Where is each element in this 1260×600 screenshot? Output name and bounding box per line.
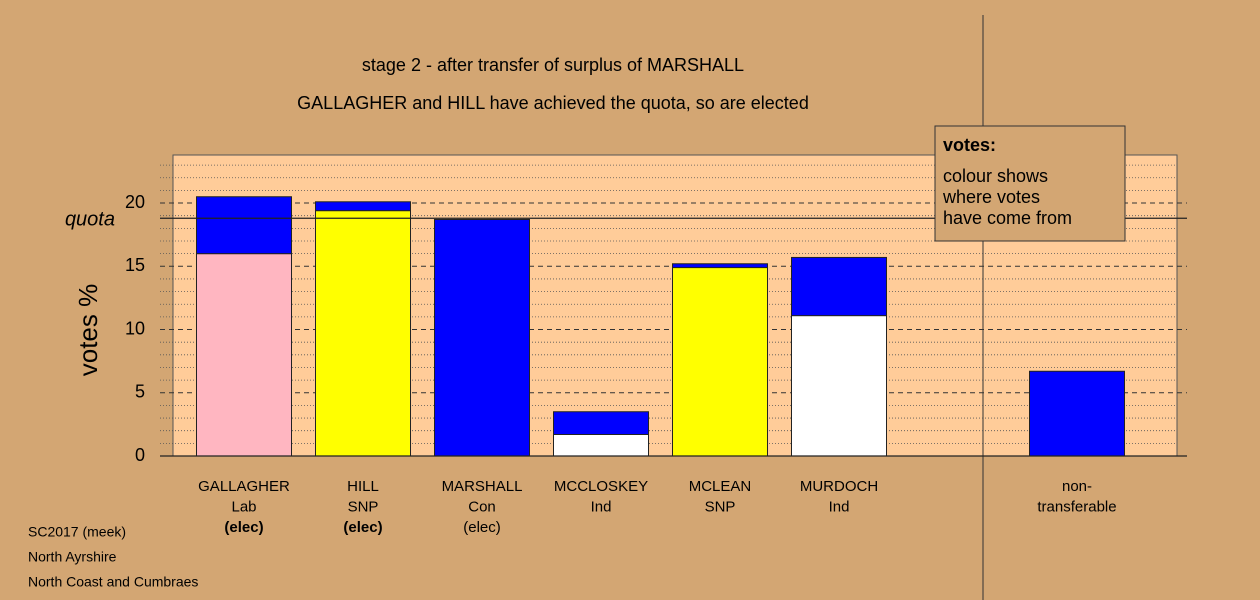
bar-segment [791, 256, 887, 317]
x-tick-label: transferable [1037, 498, 1116, 515]
y-tick-label: 15 [125, 255, 145, 275]
bar-segment [553, 411, 649, 435]
x-tick-label: MCCLOSKEY [554, 478, 648, 495]
x-tick-label: Ind [591, 498, 612, 515]
x-tick-label: SNP [705, 498, 736, 515]
bar-segment [315, 201, 411, 212]
x-tick-label: GALLAGHER [198, 478, 290, 495]
x-tick-label: (elec) [224, 519, 263, 536]
bar-segment [315, 210, 411, 457]
legend-box [934, 125, 1126, 242]
y-tick-label: 5 [135, 382, 145, 402]
bar-segment [791, 315, 887, 457]
y-tick-label: 10 [125, 318, 145, 338]
x-tick-label: (elec) [343, 519, 382, 536]
y-tick-label: 0 [135, 445, 145, 465]
x-tick-label: MURDOCH [800, 478, 878, 495]
legend-text: colour shows [943, 166, 1048, 186]
bar-segment [434, 219, 530, 457]
bar-segment [1029, 370, 1125, 457]
x-tick-label: MARSHALL [442, 478, 523, 495]
legend: votes: colour shows where votes have com… [934, 125, 1126, 242]
y-tick-label: 20 [125, 192, 145, 212]
bar-segment [196, 196, 292, 255]
footer-text: North Ayrshire [28, 549, 117, 565]
bar-segment [672, 267, 768, 457]
x-tick-label: Con [468, 498, 496, 515]
x-tick-label: non- [1062, 478, 1092, 495]
y-axis-label: votes % [73, 284, 103, 377]
legend-text: have come from [943, 208, 1072, 228]
x-tick-label: (elec) [463, 519, 501, 536]
footer-text: SC2017 (meek) [28, 524, 126, 540]
bar-segment [553, 434, 649, 457]
chart-subtitle: GALLAGHER and HILL have achieved the quo… [297, 93, 809, 113]
legend-title: votes: [943, 135, 996, 155]
bar-segment [672, 263, 768, 269]
x-tick-label: Lab [231, 498, 256, 515]
quota-label: quota [65, 209, 115, 231]
chart-title: stage 2 - after transfer of surplus of M… [362, 55, 744, 75]
x-tick-label: MCLEAN [689, 478, 752, 495]
bar-segment [196, 253, 292, 457]
footer-text: North Coast and Cumbraes [28, 574, 198, 590]
x-tick-label: SNP [348, 498, 379, 515]
x-tick-label: HILL [347, 478, 379, 495]
x-tick-label: Ind [829, 498, 850, 515]
legend-text: where votes [942, 187, 1040, 207]
